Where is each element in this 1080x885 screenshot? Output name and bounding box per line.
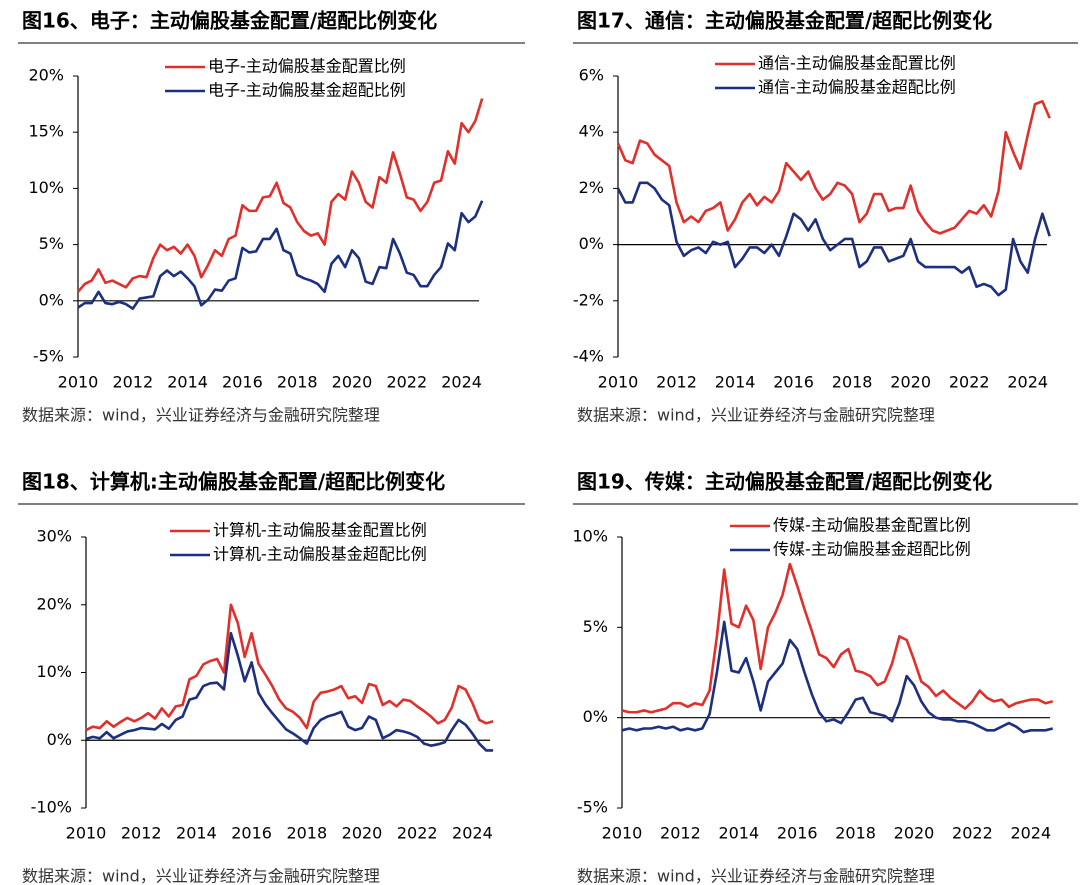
y-tick-label: -4% [573,347,604,366]
x-tick-label: 2016 [777,824,818,843]
chart-panel: 图17、通信：主动偏股基金配置/超配比例变化数据来源：wind，兴业证券经济与金… [573,9,1078,425]
chart-panel: 图19、传媒：主动偏股基金配置/超配比例变化数据来源：wind，兴业证券经济与金… [572,470,1078,885]
data-line [85,631,494,752]
source-note: 数据来源：wind，兴业证券经济与金融研究院整理 [577,867,935,885]
x-tick-label: 2010 [66,824,107,843]
x-tick-label: 2024 [452,824,493,843]
y-tick-label: 5% [583,617,608,636]
legend-label: 计算机-主动偏股基金超配比例 [213,545,427,564]
x-tick-label: 2024 [441,373,482,392]
y-tick-label: -5% [33,347,64,366]
source-note: 数据来源：wind，兴业证券经济与金融研究院整理 [577,406,935,425]
x-tick-label: 2018 [835,824,876,843]
y-tick-label: 10% [36,662,72,681]
y-tick-label: -5% [577,798,608,817]
source-note: 数据来源：wind，兴业证券经济与金融研究院整理 [22,406,380,425]
data-line [77,200,484,310]
x-tick-label: 2022 [397,824,438,843]
x-tick-label: 2018 [286,824,327,843]
x-tick-label: 2020 [342,824,383,843]
x-tick-label: 2012 [660,824,701,843]
y-tick-label: 10% [28,178,64,197]
data-line [77,98,484,293]
y-tick-label: 30% [36,527,72,546]
x-tick-label: 2022 [949,373,990,392]
x-tick-label: 2010 [58,373,99,392]
x-tick-label: 2014 [715,373,756,392]
legend-label: 电子-主动偏股基金超配比例 [208,81,406,100]
y-tick-label: 2% [579,178,604,197]
x-tick-label: 2014 [718,824,759,843]
legend-label: 电子-主动偏股基金配置比例 [208,57,406,76]
y-tick-label: 0% [39,290,64,309]
y-tick-label: 0% [47,730,72,749]
data-line [616,181,1051,297]
legend-label: 传媒-主动偏股基金超配比例 [773,540,971,559]
x-tick-label: 2022 [952,824,993,843]
chart-panel: 图16、电子：主动偏股基金配置/超配比例变化数据来源：wind，兴业证券经济与金… [18,9,525,425]
x-tick-label: 2016 [773,373,814,392]
legend-label: 传媒-主动偏股基金配置比例 [773,516,971,535]
y-tick-label: 10% [572,527,608,546]
y-tick-label: 5% [39,234,64,253]
data-line [621,620,1054,734]
chart-title: 图18、计算机:主动偏股基金配置/超配比例变化 [22,470,445,494]
data-line [621,562,1054,714]
y-tick-label: 0% [579,234,604,253]
y-tick-label: 15% [28,122,64,141]
source-note: 数据来源：wind，兴业证券经济与金融研究院整理 [22,867,380,885]
chart-title: 图17、通信：主动偏股基金配置/超配比例变化 [577,9,992,33]
x-tick-label: 2020 [332,373,373,392]
y-tick-label: 0% [583,707,608,726]
legend-label: 通信-主动偏股基金配置比例 [758,54,956,73]
x-tick-label: 2012 [121,824,162,843]
x-tick-label: 2014 [167,373,208,392]
x-tick-label: 2012 [112,373,153,392]
y-tick-label: 20% [28,66,64,85]
x-tick-label: 2016 [222,373,263,392]
x-tick-label: 2024 [1010,824,1051,843]
legend-label: 计算机-主动偏股基金配置比例 [213,521,427,540]
x-tick-label: 2018 [832,373,873,392]
legend-label: 通信-主动偏股基金超配比例 [758,78,956,97]
x-tick-label: 2018 [277,373,318,392]
x-tick-label: 2014 [176,824,217,843]
chart-title: 图16、电子：主动偏股基金配置/超配比例变化 [22,9,437,33]
data-line [616,99,1051,235]
y-tick-label: -2% [573,290,604,309]
y-tick-label: 20% [36,594,72,613]
x-tick-label: 2020 [890,373,931,392]
y-tick-label: 6% [579,66,604,85]
x-tick-label: 2022 [386,373,427,392]
x-tick-label: 2010 [598,373,639,392]
x-tick-label: 2024 [1007,373,1048,392]
x-tick-label: 2020 [894,824,935,843]
data-line [85,603,494,732]
chart-panel: 图18、计算机:主动偏股基金配置/超配比例变化数据来源：wind，兴业证券经济与… [18,470,525,885]
x-tick-label: 2016 [231,824,272,843]
y-tick-label: 4% [579,122,604,141]
y-tick-label: -10% [31,798,72,817]
x-tick-label: 2010 [602,824,643,843]
chart-title: 图19、传媒：主动偏股基金配置/超配比例变化 [577,470,992,494]
x-tick-label: 2012 [656,373,697,392]
